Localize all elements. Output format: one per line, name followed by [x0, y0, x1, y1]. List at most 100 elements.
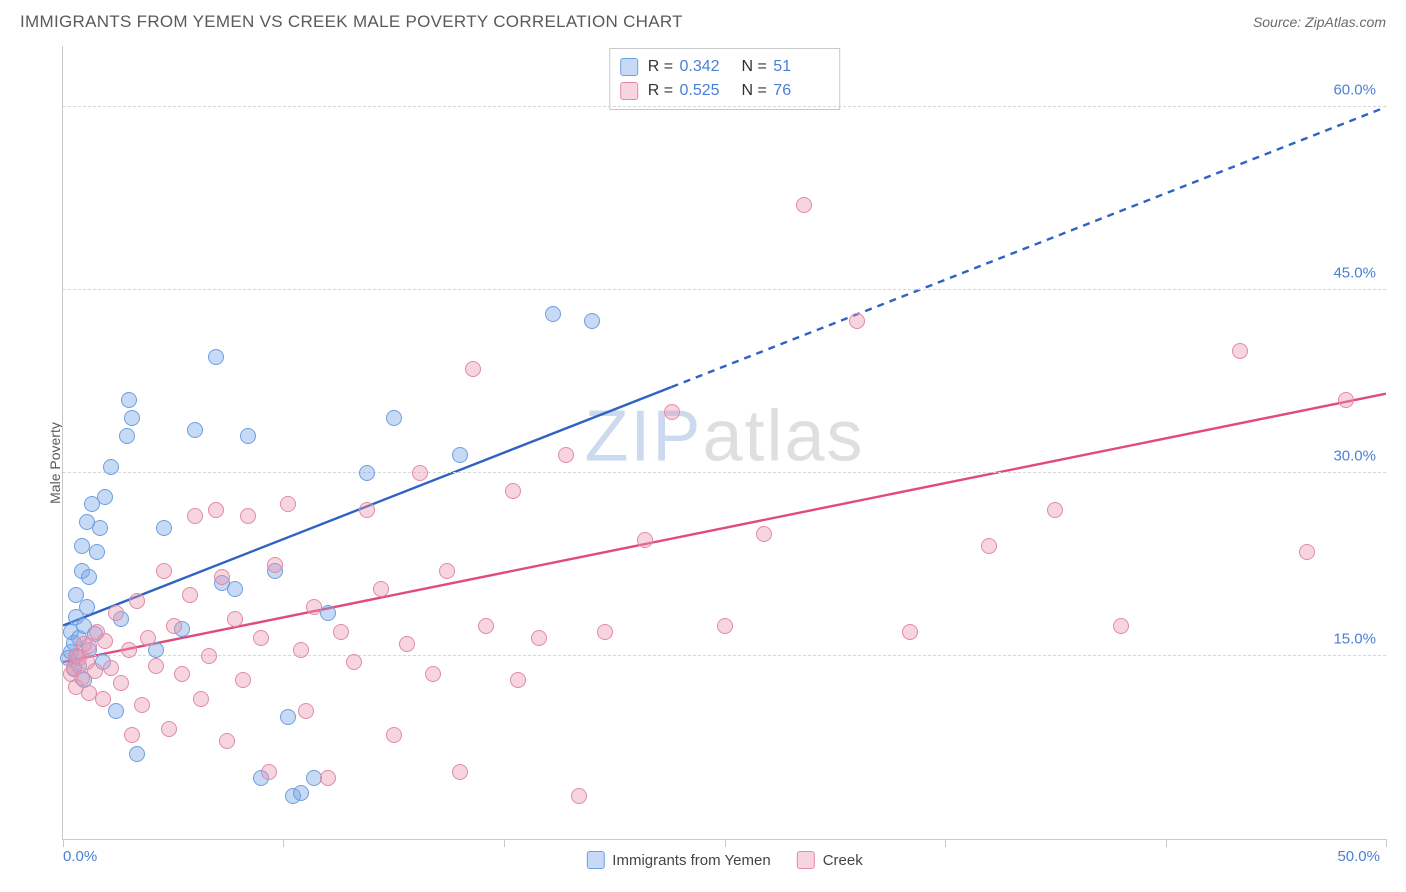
y-tick-label: 30.0%: [1333, 448, 1376, 465]
legend-label: Immigrants from Yemen: [612, 852, 770, 869]
data-point-creek: [558, 447, 574, 463]
x-tick: [504, 839, 505, 847]
data-point-yemen: [452, 447, 468, 463]
data-point-creek: [1338, 392, 1354, 408]
y-tick-label: 15.0%: [1333, 631, 1376, 648]
data-point-creek: [399, 636, 415, 652]
data-point-creek: [439, 563, 455, 579]
data-point-creek: [140, 630, 156, 646]
stats-legend: R = 0.342N = 51R = 0.525N = 76: [609, 48, 841, 110]
y-axis-label: Male Poverty: [47, 422, 63, 504]
gridline: [63, 106, 1386, 107]
data-point-creek: [452, 764, 468, 780]
data-point-yemen: [89, 544, 105, 560]
data-point-creek: [293, 642, 309, 658]
data-point-creek: [1113, 618, 1129, 634]
stat-N: 76: [773, 79, 825, 103]
data-point-creek: [161, 721, 177, 737]
data-point-creek: [201, 648, 217, 664]
data-point-yemen: [227, 581, 243, 597]
chart-source: Source: ZipAtlas.com: [1253, 14, 1386, 30]
legend-item-yemen: Immigrants from Yemen: [586, 851, 770, 869]
data-point-yemen: [74, 538, 90, 554]
data-point-creek: [373, 581, 389, 597]
data-point-yemen: [545, 306, 561, 322]
data-point-creek: [187, 508, 203, 524]
stats-row-yemen: R = 0.342N = 51: [620, 55, 826, 79]
data-point-yemen: [121, 392, 137, 408]
data-point-creek: [166, 618, 182, 634]
data-point-creek: [280, 496, 296, 512]
trendline-yemen: [672, 107, 1386, 387]
data-point-creek: [95, 691, 111, 707]
gridline: [63, 289, 1386, 290]
data-point-yemen: [584, 313, 600, 329]
data-point-yemen: [124, 410, 140, 426]
data-point-creek: [902, 624, 918, 640]
x-tick: [1166, 839, 1167, 847]
data-point-creek: [219, 733, 235, 749]
legend-swatch: [620, 82, 638, 100]
data-point-creek: [97, 633, 113, 649]
data-point-yemen: [81, 569, 97, 585]
x-tick: [1386, 839, 1387, 847]
data-point-yemen: [129, 746, 145, 762]
stat-R: 0.525: [680, 79, 732, 103]
data-point-creek: [156, 563, 172, 579]
data-point-creek: [465, 361, 481, 377]
data-point-creek: [320, 770, 336, 786]
data-point-creek: [193, 691, 209, 707]
stats-row-creek: R = 0.525N = 76: [620, 79, 826, 103]
data-point-creek: [121, 642, 137, 658]
data-point-creek: [81, 638, 97, 654]
data-point-creek: [174, 666, 190, 682]
stat-N: 51: [773, 55, 825, 79]
source-link[interactable]: ZipAtlas.com: [1305, 14, 1386, 30]
chart-title: IMMIGRANTS FROM YEMEN VS CREEK MALE POVE…: [20, 12, 683, 32]
legend-item-creek: Creek: [797, 851, 863, 869]
data-point-creek: [359, 502, 375, 518]
data-point-creek: [1232, 343, 1248, 359]
data-point-yemen: [280, 709, 296, 725]
data-point-yemen: [240, 428, 256, 444]
plot-area: ZIPatlas R = 0.342N = 51R = 0.525N = 76 …: [62, 46, 1386, 840]
data-point-creek: [756, 526, 772, 542]
watermark: ZIPatlas: [584, 395, 864, 477]
data-point-yemen: [156, 520, 172, 536]
data-point-creek: [134, 697, 150, 713]
data-point-creek: [505, 483, 521, 499]
data-point-creek: [571, 788, 587, 804]
x-tick-label: 0.0%: [63, 848, 97, 865]
data-point-creek: [208, 502, 224, 518]
data-point-yemen: [386, 410, 402, 426]
data-point-creek: [425, 666, 441, 682]
stat-R: 0.342: [680, 55, 732, 79]
data-point-creek: [227, 611, 243, 627]
data-point-yemen: [79, 599, 95, 615]
data-point-yemen: [119, 428, 135, 444]
data-point-yemen: [359, 465, 375, 481]
data-point-creek: [298, 703, 314, 719]
data-point-creek: [253, 630, 269, 646]
data-point-creek: [849, 313, 865, 329]
data-point-creek: [267, 557, 283, 573]
x-tick: [725, 839, 726, 847]
data-point-creek: [240, 508, 256, 524]
data-point-creek: [103, 660, 119, 676]
data-point-creek: [235, 672, 251, 688]
data-point-creek: [214, 569, 230, 585]
legend-label: Creek: [823, 852, 863, 869]
data-point-yemen: [103, 459, 119, 475]
data-point-creek: [531, 630, 547, 646]
data-point-creek: [113, 675, 129, 691]
y-tick-label: 60.0%: [1333, 82, 1376, 99]
data-point-yemen: [187, 422, 203, 438]
data-point-creek: [148, 658, 164, 674]
data-point-creek: [1299, 544, 1315, 560]
series-legend: Immigrants from Yemen Creek: [586, 851, 862, 869]
data-point-yemen: [92, 520, 108, 536]
y-tick-label: 45.0%: [1333, 265, 1376, 282]
trend-lines: [63, 46, 1386, 839]
data-point-creek: [124, 727, 140, 743]
gridline: [63, 655, 1386, 656]
